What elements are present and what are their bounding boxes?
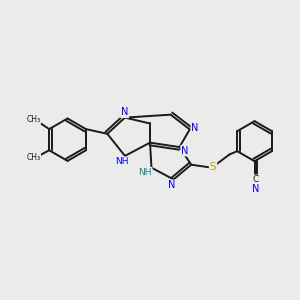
Text: N: N	[121, 107, 128, 117]
Text: NH: NH	[138, 168, 152, 177]
Text: N: N	[191, 123, 199, 133]
Text: N: N	[181, 146, 188, 156]
Text: CH₃: CH₃	[26, 115, 40, 124]
Text: C: C	[253, 175, 259, 184]
Text: N: N	[168, 180, 176, 190]
Text: NH: NH	[115, 157, 129, 166]
Text: CH₃: CH₃	[26, 153, 40, 162]
Text: N: N	[252, 184, 260, 194]
Text: S: S	[210, 162, 216, 172]
